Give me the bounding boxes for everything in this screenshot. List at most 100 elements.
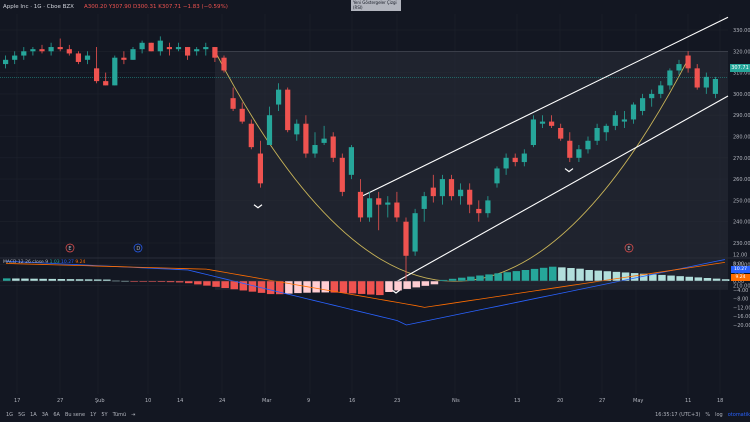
candle	[694, 68, 700, 88]
channel-lower	[396, 95, 729, 282]
candle	[230, 98, 236, 109]
candle	[376, 198, 382, 205]
candle	[112, 57, 118, 86]
time-tick: May	[633, 398, 643, 404]
price-tick: 300.00	[733, 92, 750, 98]
macd-bar	[312, 281, 320, 293]
macd-bar	[703, 278, 712, 281]
macd-bar	[212, 281, 220, 287]
macd-bar	[640, 273, 648, 281]
candle	[521, 153, 527, 163]
price-tick: 310.00	[733, 71, 750, 77]
macd-bar	[230, 281, 238, 290]
candle	[412, 213, 418, 252]
range-6m[interactable]: 6A	[53, 412, 60, 418]
signal-line	[5, 261, 725, 308]
time-tick: 14	[177, 398, 183, 404]
time-tick: 10	[145, 398, 151, 404]
macd-bar	[512, 271, 521, 281]
candle	[667, 70, 673, 86]
date-range-icon[interactable]: ⇥	[131, 412, 136, 418]
candle	[630, 104, 637, 120]
range-all[interactable]: Tümü	[112, 412, 127, 418]
event-icon	[624, 243, 634, 253]
price-tick: 210.00	[733, 284, 750, 290]
macd-legend-hist: 1.03	[49, 260, 60, 265]
macd-bar	[139, 281, 147, 282]
candle	[166, 47, 172, 50]
macd-bar	[84, 279, 93, 281]
macd-bar	[321, 281, 329, 293]
macd-bar	[658, 274, 666, 281]
macd-bar	[66, 279, 75, 281]
candle	[194, 49, 200, 52]
candle	[157, 40, 163, 52]
price-tick: 270.00	[733, 156, 750, 162]
range-ytd[interactable]: Bu sene	[64, 412, 86, 418]
chevron-icon	[391, 289, 401, 294]
candle	[621, 119, 627, 122]
candle	[3, 59, 9, 65]
candle	[394, 202, 400, 218]
range-1m[interactable]: 1A	[30, 412, 37, 418]
macd-tick: 4.00	[733, 270, 744, 276]
macd-bar	[494, 273, 502, 281]
candle	[448, 179, 455, 197]
candle	[276, 89, 282, 105]
candle	[403, 221, 409, 256]
macd-bar	[485, 274, 493, 281]
macd-bar	[348, 281, 357, 294]
macd-legend[interactable]: MACD 12 26 close 9 1.03 10.27 9.24	[3, 260, 85, 265]
candle	[103, 81, 109, 86]
log-toggle[interactable]: log	[715, 412, 723, 418]
price-tick: 260.00	[733, 177, 750, 183]
percent-toggle[interactable]: %	[705, 412, 711, 418]
time-tick: 27	[57, 398, 63, 404]
macd-tick: −12.00	[733, 305, 750, 311]
chevron-icon	[253, 204, 263, 209]
macd-bar	[12, 278, 20, 281]
candle	[649, 93, 655, 99]
time-tick: 17	[14, 398, 20, 404]
candle	[458, 189, 464, 197]
time-tick: 11	[685, 398, 691, 404]
candle	[658, 85, 664, 94]
candle	[84, 55, 91, 60]
candle	[212, 47, 218, 58]
macd-bar	[594, 270, 602, 281]
candle	[221, 57, 227, 71]
candle	[567, 140, 573, 158]
chart-canvas[interactable]: 330.00320.00310.00300.00290.00280.00270.…	[0, 14, 750, 408]
range-1y[interactable]: 1Y	[90, 412, 97, 418]
macd-bar	[239, 281, 248, 291]
macd-tick: 0.00	[733, 279, 744, 285]
macd-bar	[339, 281, 348, 293]
candle	[603, 125, 609, 133]
chevron-icon	[564, 168, 574, 173]
macd-bar	[285, 281, 293, 294]
macd-bar	[248, 281, 257, 292]
candle	[330, 136, 336, 158]
candle	[357, 191, 364, 218]
symbol-title[interactable]: Apple Inc · 1G · Cboe BZX	[3, 4, 74, 10]
price-tick: 220.00	[733, 262, 750, 268]
candle	[57, 47, 63, 50]
range-1d[interactable]: 1G	[6, 412, 14, 418]
candle	[676, 64, 682, 71]
range-3m[interactable]: 3A	[41, 412, 49, 418]
macd-bar	[257, 281, 266, 293]
price-tick: 240.00	[733, 220, 750, 226]
macd-tick: −16.00	[733, 314, 750, 320]
candle	[549, 121, 555, 126]
macd-bar	[676, 276, 684, 281]
macd-bar	[367, 281, 375, 295]
macd-bar	[130, 281, 138, 282]
event-icon	[65, 243, 75, 253]
candle	[576, 149, 582, 158]
range-5y[interactable]: 5Y	[101, 412, 108, 418]
macd-bar	[576, 268, 584, 281]
auto-toggle[interactable]: otomatik	[727, 412, 750, 418]
macd-bar	[567, 268, 575, 281]
macd-bar	[476, 275, 484, 281]
range-5d[interactable]: 5G	[18, 412, 26, 418]
